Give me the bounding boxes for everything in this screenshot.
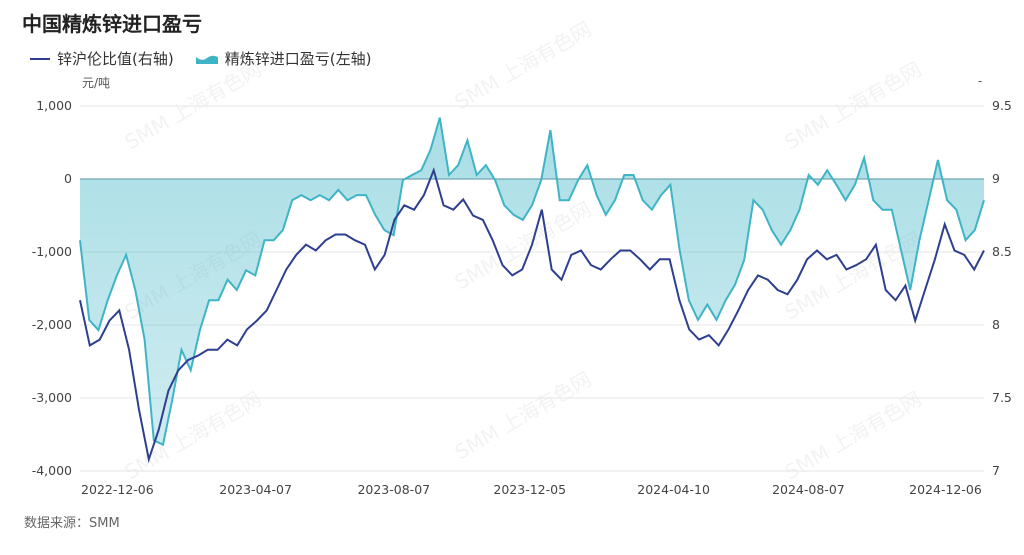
data-source: 数据来源：SMM (24, 516, 120, 531)
x-tick-label: 2022-12-06 (81, 482, 154, 497)
legend-label: 锌沪伦比值(右轴) (57, 50, 174, 68)
x-tick-label: 2023-12-05 (493, 482, 566, 497)
x-tick-label: 2023-08-07 (357, 482, 430, 497)
left-tick-label: 0 (64, 171, 72, 186)
right-tick-label: 8.5 (992, 244, 1012, 259)
x-tick-label: 2024-04-10 (637, 482, 710, 497)
left-tick-label: -4,000 (32, 463, 72, 478)
left-tick-label: 1,000 (36, 98, 72, 113)
right-tick-label: 8 (992, 317, 1000, 332)
left-tick-label: -3,000 (32, 390, 72, 405)
right-tick-label: 7 (992, 463, 1000, 478)
profit-area (80, 117, 984, 445)
left-axis-unit: 元/吨 (82, 76, 111, 90)
right-tick-label: 7.5 (992, 390, 1012, 405)
legend-label: 精炼锌进口盈亏(左轴) (224, 50, 372, 68)
ratio-line (79, 167, 985, 464)
left-tick-label: -2,000 (32, 317, 72, 332)
profit-line (79, 117, 985, 447)
x-tick-label: 2024-08-07 (772, 482, 845, 497)
legend-area-marker (195, 55, 218, 64)
watermark: SMM 上海有色网 (121, 387, 266, 485)
watermark: SMM 上海有色网 (781, 387, 926, 485)
legend-line-marker (30, 57, 50, 60)
watermark: SMM 上海有色网 (451, 17, 596, 115)
x-tick-label: 2024-12-06 (909, 482, 982, 497)
right-tick-label: 9 (992, 171, 1000, 186)
right-axis-unit: - (978, 74, 983, 88)
legend-item-ratio[interactable]: 锌沪伦比值(右轴) (30, 48, 174, 69)
legend-item-profit[interactable]: 精炼锌进口盈亏(左轴) (195, 48, 372, 69)
right-tick-label: 9.5 (992, 98, 1012, 113)
left-tick-label: -1,000 (32, 244, 72, 259)
chart-title: 中国精炼锌进口盈亏 (22, 12, 202, 36)
legend: 锌沪伦比值(右轴) 精炼锌进口盈亏(左轴) (30, 48, 385, 69)
x-tick-label: 2023-04-07 (219, 482, 292, 497)
watermark: SMM 上海有色网 (451, 367, 596, 465)
